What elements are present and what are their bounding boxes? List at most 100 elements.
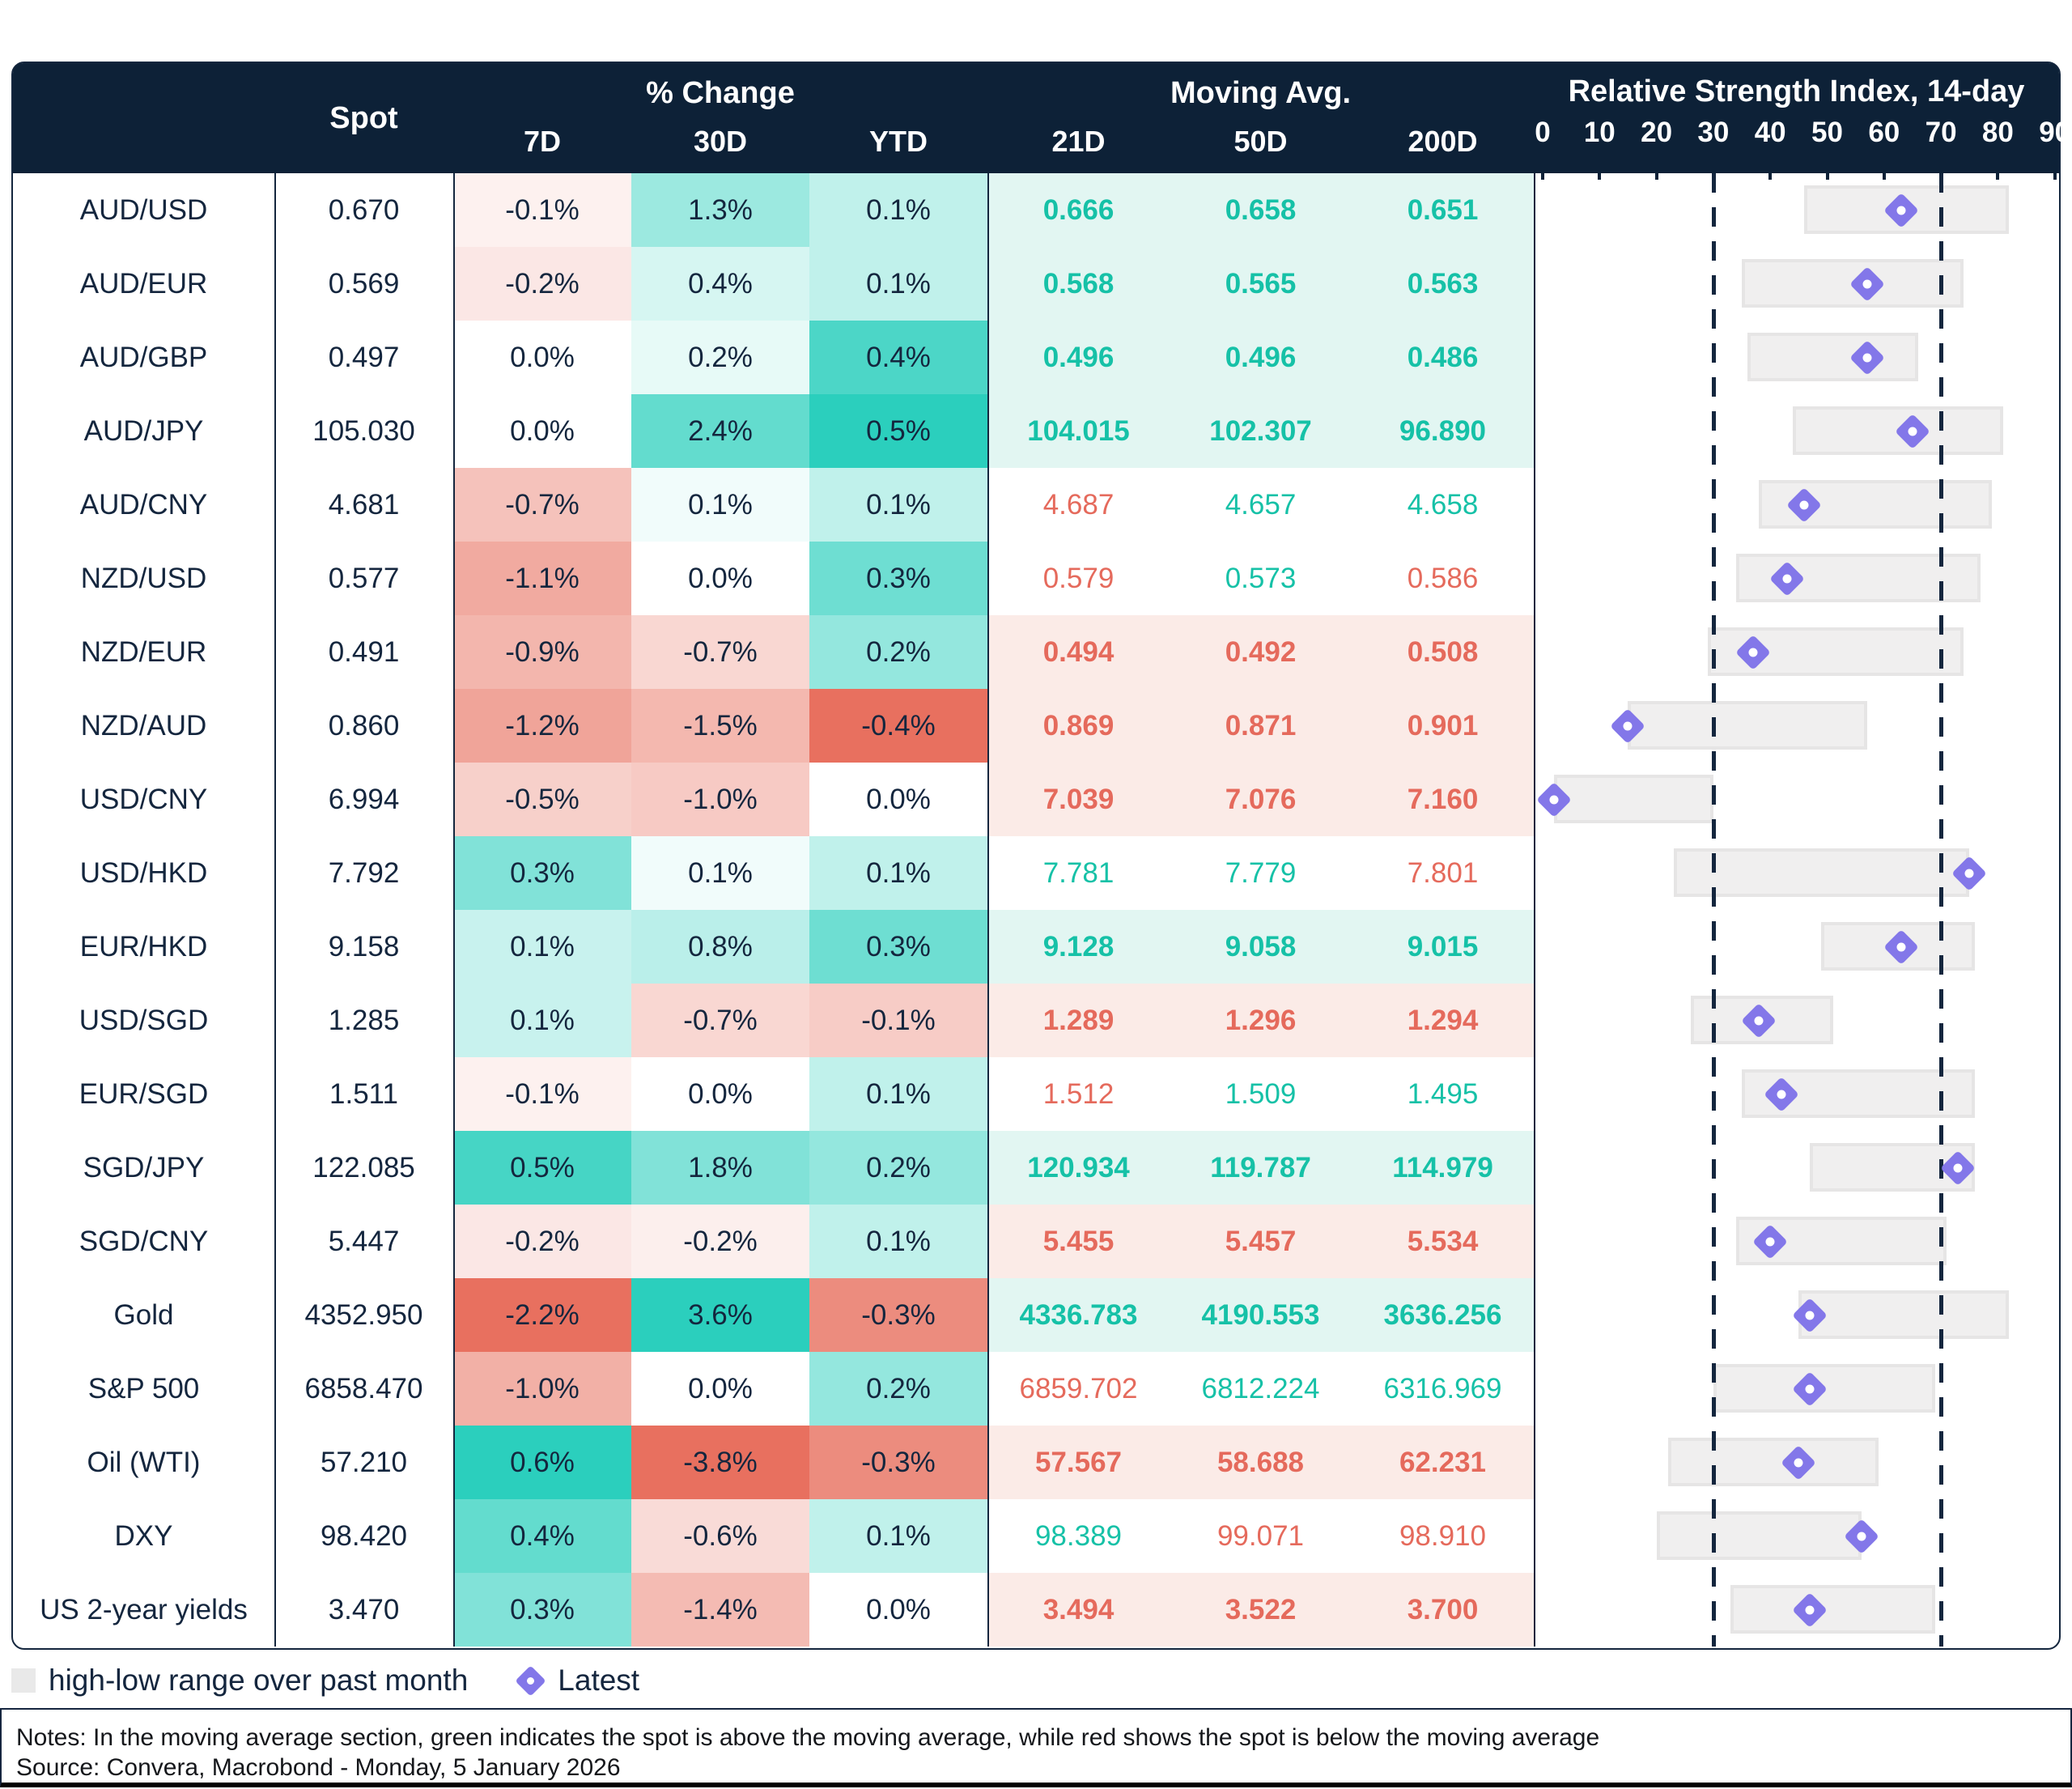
rsi-cell bbox=[1534, 1426, 2059, 1499]
rsi-range-bar bbox=[1628, 701, 1867, 750]
table-row: AUD/USD 0.670 -0.1% 1.3% 0.1% 0.666 0.658 0.651 bbox=[13, 173, 2059, 247]
pct-7d-cell: 0.4% bbox=[453, 1499, 631, 1573]
rsi-range-bar bbox=[1747, 333, 1918, 381]
rsi-axis-label: 0 bbox=[1535, 117, 1551, 148]
row-label: DXY bbox=[114, 1519, 173, 1552]
pct-ytd-cell: -0.1% bbox=[809, 984, 987, 1057]
table-row: AUD/JPY 105.030 0.0% 2.4% 0.5% 104.015 102.307… bbox=[13, 394, 2059, 468]
ma-50d-cell: 99.071 bbox=[1170, 1499, 1352, 1573]
ma-200d-cell: 0.901 bbox=[1352, 689, 1534, 763]
rsi-cell bbox=[1534, 1131, 2059, 1205]
column-header-30d: 30D bbox=[693, 125, 748, 158]
ma-50d-cell: 1.509 bbox=[1170, 1057, 1352, 1131]
pct-30d-cell: -0.7% bbox=[631, 984, 809, 1057]
pct-7d-cell: -1.1% bbox=[453, 542, 631, 615]
pct-7d-cell: -0.7% bbox=[453, 468, 631, 542]
rsi-cell bbox=[1534, 763, 2059, 836]
table-row: US 2-year yields 3.470 0.3% -1.4% 0.0% 3.494 3… bbox=[13, 1573, 2059, 1647]
pct-30d-cell: 1.3% bbox=[631, 173, 809, 247]
table-row: DXY 98.420 0.4% -0.6% 0.1% 98.389 99.071 98.910 bbox=[13, 1499, 2059, 1573]
ma-50d-cell: 0.496 bbox=[1170, 321, 1352, 394]
spot-value: 0.670 bbox=[328, 193, 400, 226]
ma-21d-cell: 98.389 bbox=[987, 1499, 1170, 1573]
pct-30d-cell: 0.0% bbox=[631, 542, 809, 615]
spot-value: 6858.470 bbox=[304, 1372, 423, 1404]
table-body: AUD/USD 0.670 -0.1% 1.3% 0.1% 0.666 0.658 0.651… bbox=[13, 173, 2059, 1647]
source-text: Source: Convera, Macrobond - Monday, 5 J… bbox=[16, 1754, 621, 1781]
table-row: NZD/USD 0.577 -1.1% 0.0% 0.3% 0.579 0.573 0.586 bbox=[13, 542, 2059, 615]
ma-50d-cell: 6812.224 bbox=[1170, 1352, 1352, 1426]
spot-value: 0.497 bbox=[328, 341, 400, 373]
table-row: AUD/CNY 4.681 -0.7% 0.1% 0.1% 4.687 4.657 4.658 bbox=[13, 468, 2059, 542]
table-row: EUR/SGD 1.511 -0.1% 0.0% 0.1% 1.512 1.509 1.495 bbox=[13, 1057, 2059, 1131]
spot-value: 4352.950 bbox=[304, 1298, 423, 1331]
separator-ma-rsi bbox=[1534, 173, 1535, 1647]
pct-30d-cell: 0.4% bbox=[631, 247, 809, 321]
ma-21d-cell: 1.512 bbox=[987, 1057, 1170, 1131]
pct-7d-cell: -0.1% bbox=[453, 1057, 631, 1131]
ma-200d-cell: 1.294 bbox=[1352, 984, 1534, 1057]
ma-200d-cell: 96.890 bbox=[1352, 394, 1534, 468]
spot-value: 4.681 bbox=[328, 488, 400, 521]
rsi-axis-tick bbox=[1768, 165, 1773, 180]
pct-ytd-cell: 0.4% bbox=[809, 321, 987, 394]
ma-200d-cell: 0.563 bbox=[1352, 247, 1534, 321]
table-row: SGD/JPY 122.085 0.5% 1.8% 0.2% 120.934 119.787… bbox=[13, 1131, 2059, 1205]
latest-diamond-icon bbox=[515, 1664, 546, 1697]
spot-value: 98.420 bbox=[320, 1519, 408, 1552]
rsi-cell bbox=[1534, 1573, 2059, 1647]
ma-21d-cell: 9.128 bbox=[987, 910, 1170, 984]
row-label: NZD/EUR bbox=[80, 635, 207, 668]
rsi-axis-tick bbox=[1825, 165, 1829, 180]
table-row: Oil (WTI) 57.210 0.6% -3.8% -0.3% 57.567 58.68… bbox=[13, 1426, 2059, 1499]
row-label: EUR/HKD bbox=[79, 930, 208, 962]
row-label: USD/CNY bbox=[79, 783, 208, 815]
ma-50d-cell: 102.307 bbox=[1170, 394, 1352, 468]
ma-50d-cell: 0.871 bbox=[1170, 689, 1352, 763]
spot-value: 1.511 bbox=[329, 1077, 398, 1110]
row-label: AUD/CNY bbox=[79, 488, 208, 521]
ma-200d-cell: 0.508 bbox=[1352, 615, 1534, 689]
ma-200d-cell: 1.495 bbox=[1352, 1057, 1534, 1131]
rsi-range-bar bbox=[1656, 1511, 1862, 1560]
row-label: NZD/AUD bbox=[80, 709, 207, 742]
spot-value: 3.470 bbox=[328, 1593, 400, 1625]
pct-30d-cell: 1.8% bbox=[631, 1131, 809, 1205]
notes-box: Notes: In the moving average section, gr… bbox=[0, 1708, 2072, 1787]
pct-30d-cell: -0.2% bbox=[631, 1205, 809, 1278]
ma-21d-cell: 120.934 bbox=[987, 1131, 1170, 1205]
table-header: Spot % Change 7D 30D YTD Moving Avg. 21D… bbox=[13, 63, 2070, 180]
rsi-axis-label: 30 bbox=[1697, 117, 1730, 148]
pct-7d-cell: -0.9% bbox=[453, 615, 631, 689]
notes-text: Notes: In the moving average section, gr… bbox=[16, 1724, 1600, 1751]
pct-7d-cell: 0.1% bbox=[453, 984, 631, 1057]
rsi-cell bbox=[1534, 173, 2059, 247]
range-swatch-icon bbox=[11, 1668, 36, 1693]
row-label: SGD/JPY bbox=[83, 1151, 205, 1183]
pct-ytd-cell: 0.1% bbox=[809, 1499, 987, 1573]
ma-50d-cell: 5.457 bbox=[1170, 1205, 1352, 1278]
rsi-range-bar bbox=[1673, 848, 1970, 897]
ma-21d-cell: 6859.702 bbox=[987, 1352, 1170, 1426]
table-row: NZD/AUD 0.860 -1.2% -1.5% -0.4% 0.869 0.871 0.9… bbox=[13, 689, 2059, 763]
spot-value: 0.491 bbox=[328, 635, 400, 668]
pct-7d-cell: 0.1% bbox=[453, 910, 631, 984]
spot-value: 5.447 bbox=[328, 1225, 400, 1257]
rsi-cell bbox=[1534, 910, 2059, 984]
legend-range-label: high-low range over past month bbox=[49, 1664, 469, 1697]
row-label: AUD/USD bbox=[79, 193, 208, 226]
pct-30d-cell: 2.4% bbox=[631, 394, 809, 468]
rsi-axis-tick bbox=[1654, 165, 1658, 180]
ma-21d-cell: 1.289 bbox=[987, 984, 1170, 1057]
spot-value: 7.792 bbox=[328, 856, 400, 889]
ma-200d-cell: 3636.256 bbox=[1352, 1278, 1534, 1352]
separator-spot-pct bbox=[453, 173, 455, 1647]
column-header-7d: 7D bbox=[523, 125, 562, 158]
ma-21d-cell: 0.496 bbox=[987, 321, 1170, 394]
pct-7d-cell: -1.0% bbox=[453, 1352, 631, 1426]
pct-30d-cell: 0.0% bbox=[631, 1057, 809, 1131]
spot-value: 105.030 bbox=[312, 414, 415, 447]
legend-latest-label: Latest bbox=[558, 1664, 640, 1697]
spot-value: 6.994 bbox=[328, 783, 400, 815]
spot-value: 57.210 bbox=[320, 1446, 408, 1478]
